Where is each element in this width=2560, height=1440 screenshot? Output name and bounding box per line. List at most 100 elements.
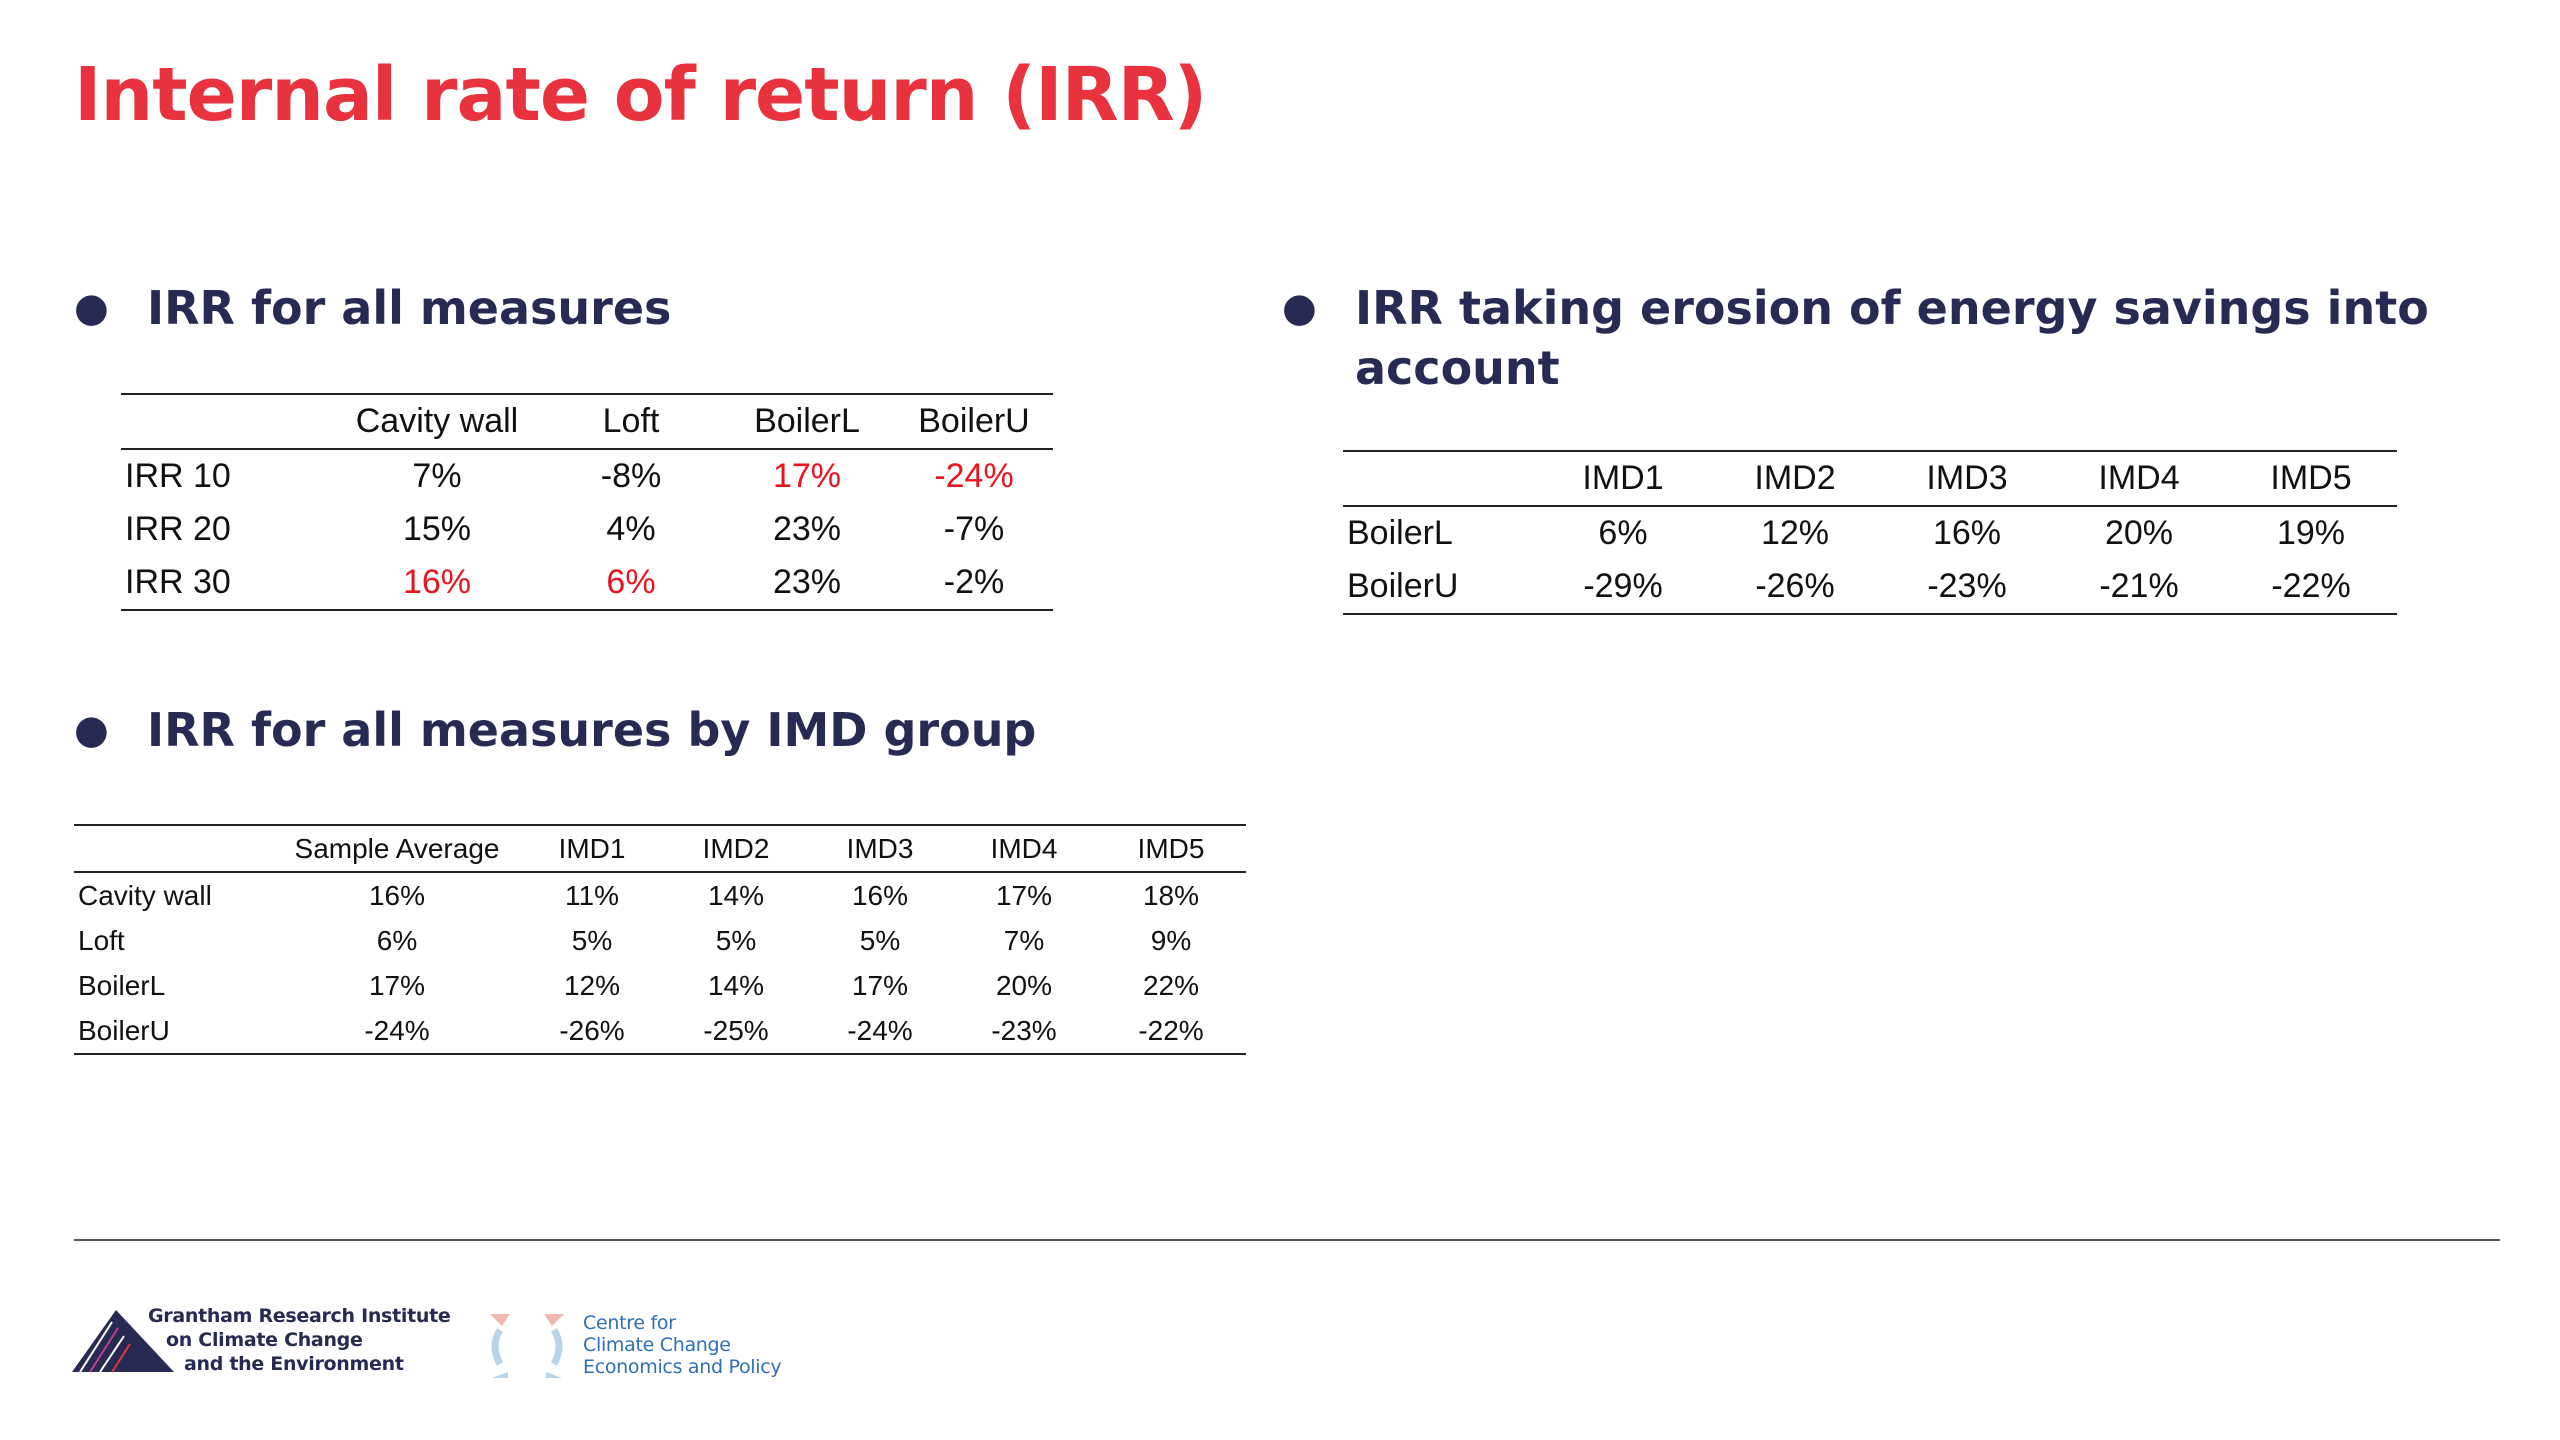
table-cell: 23%	[772, 510, 842, 548]
row-label: BoilerU	[78, 1014, 170, 1046]
table-cell: 17%	[368, 969, 426, 1001]
table-cell: -26%	[1755, 567, 1835, 605]
header-corner	[121, 394, 331, 449]
irr-by-imd-table: Sample Average IMD1 IMD2 IMD3 IMD4 IMD5 Cavit…	[74, 824, 1246, 1055]
bullet-text: IRR for all measures	[147, 281, 672, 335]
table-cell: -8%	[600, 457, 662, 495]
grantham-line: Grantham Research Institute	[148, 1305, 451, 1327]
table-cell: 16%	[1932, 514, 2002, 552]
column-header: IMD2	[1754, 459, 1836, 497]
bullet-irr-by-imd: ● IRR for all measures by IMD group	[74, 700, 1036, 760]
column-header: IMD1	[1582, 459, 1664, 497]
row-label: Loft	[78, 924, 125, 956]
table-cell: -24%	[364, 1014, 430, 1046]
column-header: IMD5	[1137, 832, 1205, 864]
table-cell: -22%	[1138, 1014, 1204, 1046]
table-cell: 6%	[376, 924, 418, 956]
column-header: IMD5	[2270, 459, 2352, 497]
table-cell: 11%	[565, 879, 619, 911]
table-cell: 16%	[368, 879, 426, 911]
table-cell: 6%	[1598, 514, 1648, 552]
header-corner	[74, 825, 274, 872]
row-label: Cavity wall	[78, 879, 212, 911]
row-label: BoilerU	[1347, 567, 1459, 605]
table-cell: -23%	[991, 1014, 1057, 1046]
table-cell: 12%	[1760, 514, 1830, 552]
column-header: IMD1	[558, 832, 626, 864]
grantham-logo-text: Grantham Research Institute on Climate C…	[148, 1304, 451, 1376]
table-cell: -22%	[2271, 567, 2351, 605]
column-header: IMD3	[1926, 459, 2008, 497]
table-row: BoilerL 17% 12% 14% 17% 20% 22%	[74, 963, 1246, 1008]
table-cell: 5%	[715, 924, 757, 956]
table-cell: 17%	[851, 969, 909, 1001]
table-header-row: Sample Average IMD1 IMD2 IMD3 IMD4 IMD5	[74, 825, 1246, 872]
table-cell: 7%	[412, 457, 462, 495]
row-label: IRR 30	[125, 563, 231, 601]
bullet-irr-erosion: ● IRR taking erosion of energy savings i…	[1282, 278, 2442, 398]
table-cell: -26%	[559, 1014, 625, 1046]
table-cell: -25%	[703, 1014, 769, 1046]
table-cell: 17%	[772, 457, 842, 495]
table-cell: 9%	[1150, 924, 1192, 956]
bullet-irr-all-measures: ● IRR for all measures	[74, 278, 671, 338]
table-cell: 14%	[707, 969, 765, 1001]
table-cell: -24%	[934, 457, 1014, 495]
table-cell: -2%	[943, 563, 1005, 601]
column-header: Cavity wall	[355, 402, 519, 440]
bullet-dot: ●	[74, 285, 109, 331]
column-header: BoilerL	[754, 402, 860, 440]
table-cell: -29%	[1583, 567, 1663, 605]
table-cell: 18%	[1142, 879, 1200, 911]
column-header: Loft	[602, 402, 660, 440]
bullet-text: IRR taking erosion of energy savings int…	[1355, 281, 2429, 395]
cccep-logo-text: Centre for Climate Change Economics and …	[583, 1312, 782, 1378]
table-row: Cavity wall 16% 11% 14% 16% 17% 18%	[74, 872, 1246, 918]
table-cell: -24%	[847, 1014, 913, 1046]
table-cell: 4%	[606, 510, 656, 548]
irr-erosion-table: IMD1 IMD2 IMD3 IMD4 IMD5 BoilerL 6% 12% 16% 20% 1…	[1343, 450, 2397, 615]
table-cell: 17%	[995, 879, 1053, 911]
grantham-logo-icon	[72, 1310, 174, 1373]
table-cell: 16%	[402, 563, 472, 601]
grantham-line: on Climate Change	[166, 1329, 363, 1351]
row-label: IRR 10	[125, 457, 231, 495]
table-header-row: Cavity wall Loft BoilerL BoilerU	[121, 394, 1053, 449]
table-row: BoilerU -29% -26% -23% -21% -22%	[1343, 560, 2397, 614]
irr-all-measures-table: Cavity wall Loft BoilerL BoilerU IRR 10 7% -8…	[121, 393, 1053, 611]
table-cell: 6%	[606, 563, 656, 601]
table-row: IRR 20 15% 4% 23% -7%	[121, 503, 1053, 556]
cccep-line: Economics and Policy	[583, 1356, 782, 1378]
slide-title: Internal rate of return (IRR)	[74, 52, 1207, 138]
table-cell: 5%	[571, 924, 613, 956]
footer-divider	[74, 1239, 2500, 1241]
column-header: IMD4	[2098, 459, 2180, 497]
bullet-dot: ●	[74, 707, 109, 753]
table-row: Loft 6% 5% 5% 5% 7% 9%	[74, 918, 1246, 963]
grantham-line: and the Environment	[184, 1353, 404, 1375]
table-cell: -23%	[1927, 567, 2007, 605]
row-label: BoilerL	[78, 969, 166, 1001]
table-row: BoilerU -24% -26% -25% -24% -23% -22%	[74, 1008, 1246, 1054]
column-header: BoilerU	[918, 402, 1030, 440]
table-header-row: IMD1 IMD2 IMD3 IMD4 IMD5	[1343, 451, 2397, 506]
table-cell: 12%	[563, 969, 621, 1001]
table-cell: 19%	[2276, 514, 2346, 552]
table-cell: 7%	[1003, 924, 1045, 956]
cccep-logo-icon	[490, 1314, 564, 1378]
bullet-dot: ●	[1282, 285, 1317, 331]
table-cell: 20%	[2104, 514, 2174, 552]
column-header: Sample Average	[294, 832, 500, 864]
table-cell: 14%	[707, 879, 765, 911]
row-label: BoilerL	[1347, 514, 1453, 552]
table-cell: 16%	[851, 879, 909, 911]
table-cell: -7%	[943, 510, 1005, 548]
table-row: BoilerL 6% 12% 16% 20% 19%	[1343, 506, 2397, 560]
table-cell: 22%	[1142, 969, 1200, 1001]
header-corner	[1343, 451, 1537, 506]
cccep-line: Climate Change	[583, 1334, 731, 1356]
table-row: IRR 30 16% 6% 23% -2%	[121, 556, 1053, 610]
table-row: IRR 10 7% -8% 17% -24%	[121, 449, 1053, 503]
table-cell: -21%	[2099, 567, 2179, 605]
bullet-text: IRR for all measures by IMD group	[147, 703, 1037, 757]
